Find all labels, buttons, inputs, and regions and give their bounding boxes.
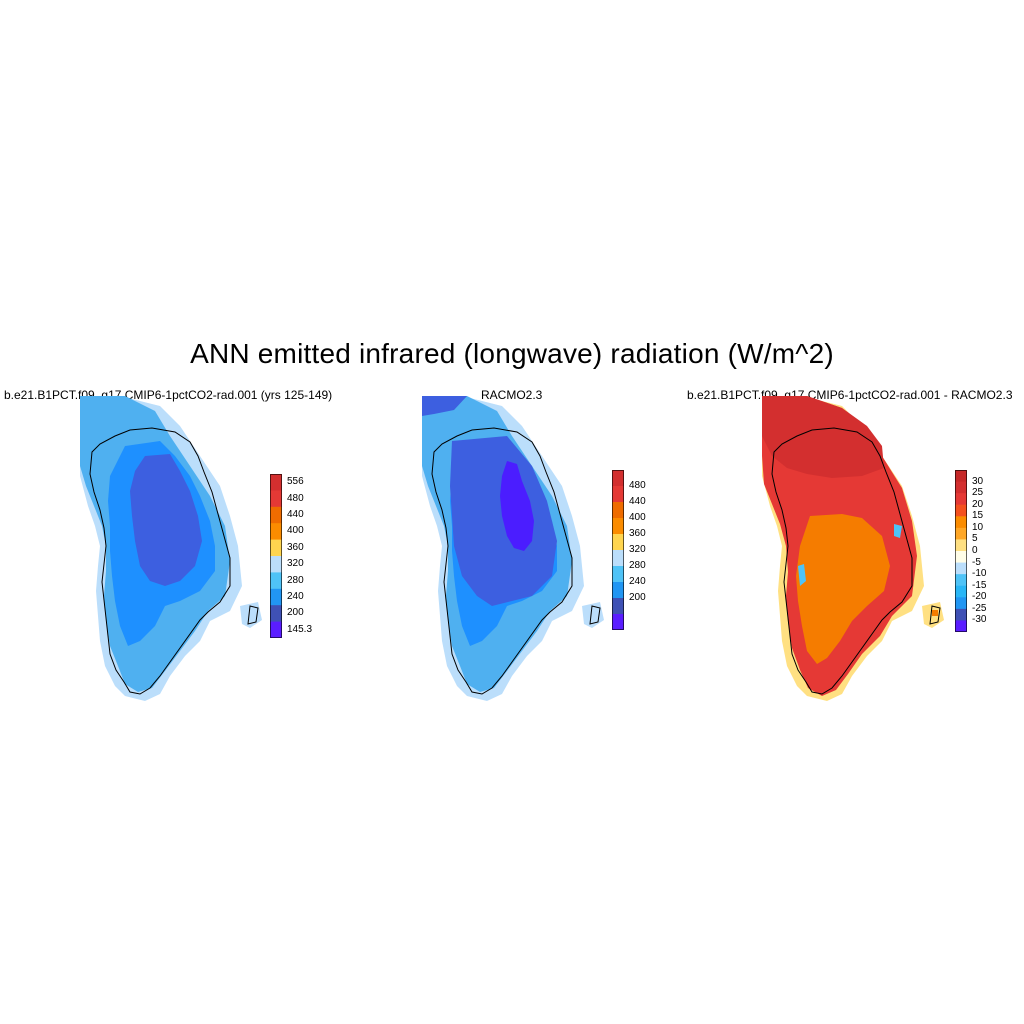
map-cell (932, 610, 938, 616)
colorbar-tick-label: 200 (287, 607, 304, 619)
colorbar-tick-label: -15 (972, 579, 987, 591)
colorbar-frame (270, 474, 282, 638)
colorbar-tick-label: 240 (287, 591, 304, 602)
colorbar-tick-label: 25 (972, 487, 984, 499)
colorbar-tick-label: 145.3 (287, 623, 313, 635)
map-fill-obs (422, 396, 604, 701)
greenland-coastline (771, 427, 913, 695)
colorbar-tick-label: 30 (972, 475, 984, 487)
colorbar-tick-label: 440 (287, 509, 304, 520)
colorbar-swatch (955, 562, 967, 575)
map-region (798, 564, 806, 586)
colorbar-tick-label: 20 (972, 498, 984, 510)
colorbar-swatch (612, 502, 624, 519)
colorbar-swatch (955, 597, 967, 610)
colorbar-swatch (612, 534, 624, 551)
colorbar-tick-label: 320 (629, 544, 646, 555)
colorbar-diff: 30 25 20 15 10 5 0 -5 -10 -15 -20 -25 -30 (955, 470, 986, 632)
map-panel-obs (422, 396, 612, 706)
figure-title: ANN emitted infrared (longwave) radiatio… (190, 338, 834, 369)
colorbar-swatch (270, 523, 282, 541)
greenland-map-diff (762, 396, 944, 701)
colorbar-tick-label: 5 (972, 533, 978, 545)
map-fill-model (80, 396, 262, 701)
colorbar-tick-label: 0 (972, 545, 978, 556)
colorbar-tick-label: -20 (972, 591, 987, 603)
colorbar-swatch (612, 598, 624, 615)
map-region (762, 396, 884, 478)
colorbar-swatch (955, 481, 967, 494)
colorbar-swatch (270, 621, 282, 638)
colorbar-swatch (955, 516, 967, 529)
map-region (796, 514, 890, 664)
colorbar-tick-label: 320 (287, 558, 304, 570)
greenland-map-obs (422, 396, 604, 701)
colorbar-tick-label: -10 (972, 568, 987, 580)
colorbar-swatch (955, 551, 967, 564)
colorbar-tick-label: 240 (629, 576, 646, 587)
colorbar-swatch (955, 493, 967, 506)
greenland-coastline (89, 427, 231, 695)
colorbar-swatch (612, 614, 624, 630)
map-region (500, 461, 534, 551)
colorbar-swatch (270, 605, 282, 623)
colorbar-frame (612, 470, 624, 630)
colorbar-tick-label: 480 (287, 492, 304, 504)
colorbar-swatch (955, 470, 967, 483)
colorbar-tick-label: 440 (629, 496, 646, 507)
colorbar-swatch (955, 527, 967, 540)
map-fill-diff (762, 396, 944, 701)
colorbar-swatch (612, 582, 624, 599)
colorbar-tick-label: 280 (287, 574, 304, 586)
colorbar-tick-label: -30 (972, 614, 987, 626)
colorbar-tick-label: -5 (972, 556, 981, 568)
map-region (894, 524, 902, 538)
map-region (130, 454, 202, 586)
colorbar-swatch (612, 550, 624, 567)
island-coastline (929, 605, 941, 625)
greenland-coastline (431, 427, 573, 695)
colorbar-swatch (955, 608, 967, 621)
colorbar-swatch (612, 518, 624, 535)
colorbar-obs: 480 440 400 360 320 280 240 200 (612, 470, 646, 630)
panel-title-obs: RACMO2.3 (481, 388, 543, 402)
colorbar-swatch (612, 470, 624, 487)
map-region (422, 396, 467, 416)
colorbar-model: 556 480 440 400 360 320 280 240 200 145.3 (270, 474, 312, 638)
colorbar-tick-label: 280 (629, 560, 646, 571)
colorbar-swatch (270, 572, 282, 590)
colorbar-swatch (270, 490, 282, 508)
colorbar-tick-label: 400 (629, 512, 646, 523)
colorbar-swatch (955, 539, 967, 552)
colorbar-swatch (955, 620, 967, 632)
colorbar-tick-label: 360 (629, 528, 646, 539)
colorbar-swatch (270, 474, 282, 491)
colorbar-swatch (612, 486, 624, 503)
colorbar-swatch (270, 506, 282, 524)
colorbar-swatch (955, 585, 967, 598)
colorbar-tick-label: 360 (287, 541, 304, 553)
colorbar-frame (955, 470, 967, 632)
island-coastline (247, 605, 259, 625)
map-panel-diff (762, 396, 952, 706)
colorbar-swatch (612, 566, 624, 583)
colorbar-tick-label: 200 (629, 592, 646, 603)
colorbar-swatch (270, 539, 282, 557)
colorbar-tick-label: -25 (972, 602, 987, 614)
colorbar-tick-label: 400 (287, 525, 304, 537)
colorbar-swatch (270, 556, 282, 573)
colorbar-tick-label: 10 (972, 521, 984, 533)
colorbar-tick-label: 556 (287, 476, 304, 488)
colorbar-tick-label: 480 (629, 480, 646, 491)
colorbar-swatch (955, 574, 967, 587)
greenland-map-model (80, 396, 262, 701)
colorbar-swatch (270, 588, 282, 606)
map-panel-model (80, 396, 270, 706)
colorbar-tick-label: 15 (972, 510, 984, 522)
colorbar-swatch (955, 504, 967, 517)
island-coastline (589, 605, 601, 625)
